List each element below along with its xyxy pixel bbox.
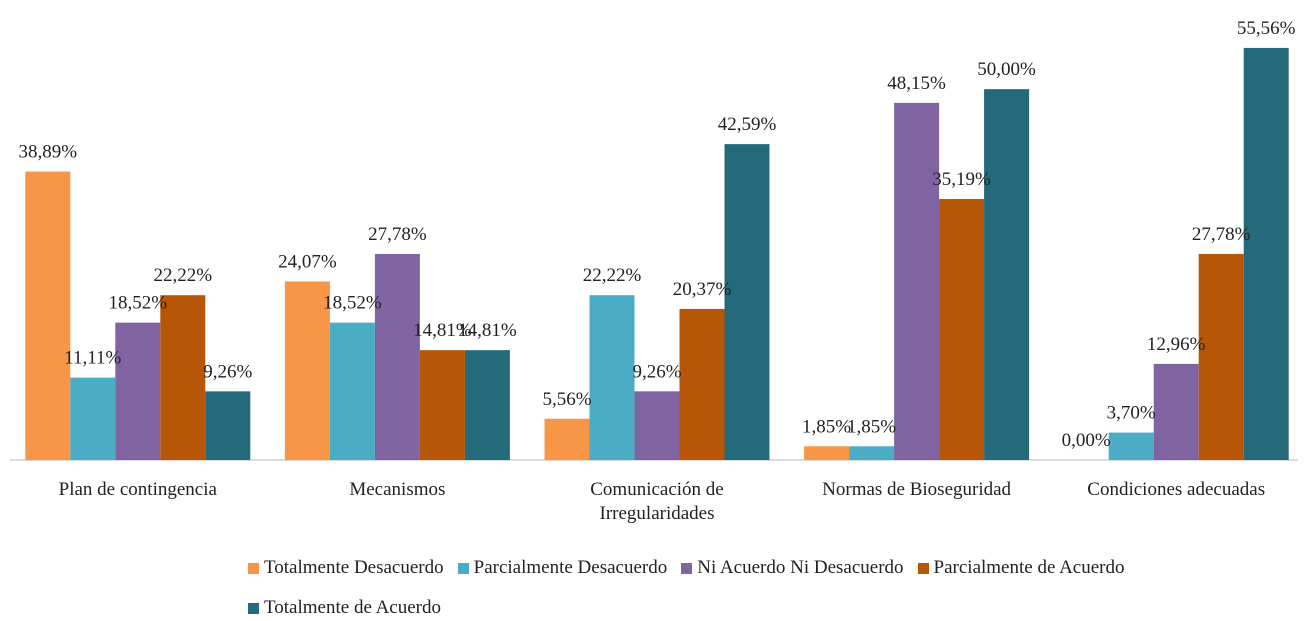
bar <box>679 308 725 460</box>
legend-swatch <box>457 562 469 574</box>
data-label: 14,81% <box>458 320 517 341</box>
bar <box>374 253 420 460</box>
bar <box>724 144 770 461</box>
data-label: 1,85% <box>847 416 896 437</box>
data-label: 18,52% <box>109 293 168 314</box>
data-label: 0,00% <box>1062 430 1111 451</box>
legend-swatch <box>248 602 259 614</box>
data-label: 14,81% <box>413 320 472 341</box>
data-label: 50,00% <box>977 59 1036 80</box>
data-label: 11,11% <box>64 348 121 369</box>
data-label: 9,26% <box>632 361 681 382</box>
data-label: 38,89% <box>19 142 78 163</box>
legend-swatch <box>681 562 693 574</box>
data-label: 27,78% <box>1192 224 1251 245</box>
bar <box>589 295 635 460</box>
legend: Totalmente Desacuerdo Parcialmente Desacu… <box>248 555 1128 621</box>
legend-label: Parcialmente de Acuerdo <box>933 557 1125 578</box>
bar <box>849 446 895 460</box>
x-tick-label: Plan de contingencia <box>58 479 217 500</box>
data-label: 22,22% <box>583 265 642 286</box>
bar <box>115 322 161 460</box>
bar <box>894 102 940 460</box>
bar <box>464 350 510 460</box>
legend-item: Totalmente de Acuerdo <box>248 595 441 621</box>
data-label: 5,56% <box>542 389 591 410</box>
data-label: 35,19% <box>932 169 991 190</box>
data-label: 42,59% <box>718 114 777 135</box>
bar <box>939 199 985 460</box>
legend-item: Parcialmente de Acuerdo <box>917 555 1125 581</box>
bar <box>984 89 1030 461</box>
legend-label: Totalmente Desacuerdo <box>264 557 444 578</box>
x-tick-label: Condiciones adecuadas <box>1087 479 1266 500</box>
data-label: 20,37% <box>673 279 732 300</box>
legend-item: Ni Acuerdo Ni Desacuerdo <box>681 555 904 581</box>
legend-label: Ni Acuerdo Ni Desacuerdo <box>697 557 904 578</box>
bar <box>1198 253 1244 460</box>
data-label: 48,15% <box>887 73 946 94</box>
bar <box>329 322 375 460</box>
legend-label: Totalmente de Acuerdo <box>264 597 441 618</box>
bar <box>205 391 251 460</box>
bar <box>1108 432 1154 460</box>
bar <box>160 295 206 460</box>
legend-swatch <box>917 562 929 574</box>
data-label: 22,22% <box>154 265 213 286</box>
bar <box>804 446 850 460</box>
bar <box>70 377 116 460</box>
bar <box>1153 363 1199 460</box>
data-label: 18,52% <box>323 293 382 314</box>
data-label: 24,07% <box>278 251 337 272</box>
legend-item: Totalmente Desacuerdo <box>248 555 444 581</box>
x-tick-label: Normas de Bioseguridad <box>822 479 1012 500</box>
x-tick-label: Mecanismos <box>349 479 446 500</box>
legend-label: Parcialmente Desacuerdo <box>473 557 668 578</box>
data-label: 1,85% <box>802 416 851 437</box>
data-label: 3,70% <box>1107 403 1156 424</box>
data-label: 9,26% <box>203 361 252 382</box>
data-label: 55,56% <box>1237 18 1296 39</box>
bar <box>419 350 465 460</box>
legend-swatch <box>248 562 259 574</box>
bar <box>284 281 330 460</box>
bar <box>634 391 680 460</box>
bar <box>544 418 590 460</box>
data-label: 27,78% <box>368 224 427 245</box>
bar <box>1243 47 1289 461</box>
x-tick-label: Comunicación de Irregularidades <box>590 479 724 524</box>
legend-item: Parcialmente Desacuerdo <box>457 555 668 581</box>
data-label: 12,96% <box>1147 334 1206 355</box>
bar <box>25 171 71 460</box>
